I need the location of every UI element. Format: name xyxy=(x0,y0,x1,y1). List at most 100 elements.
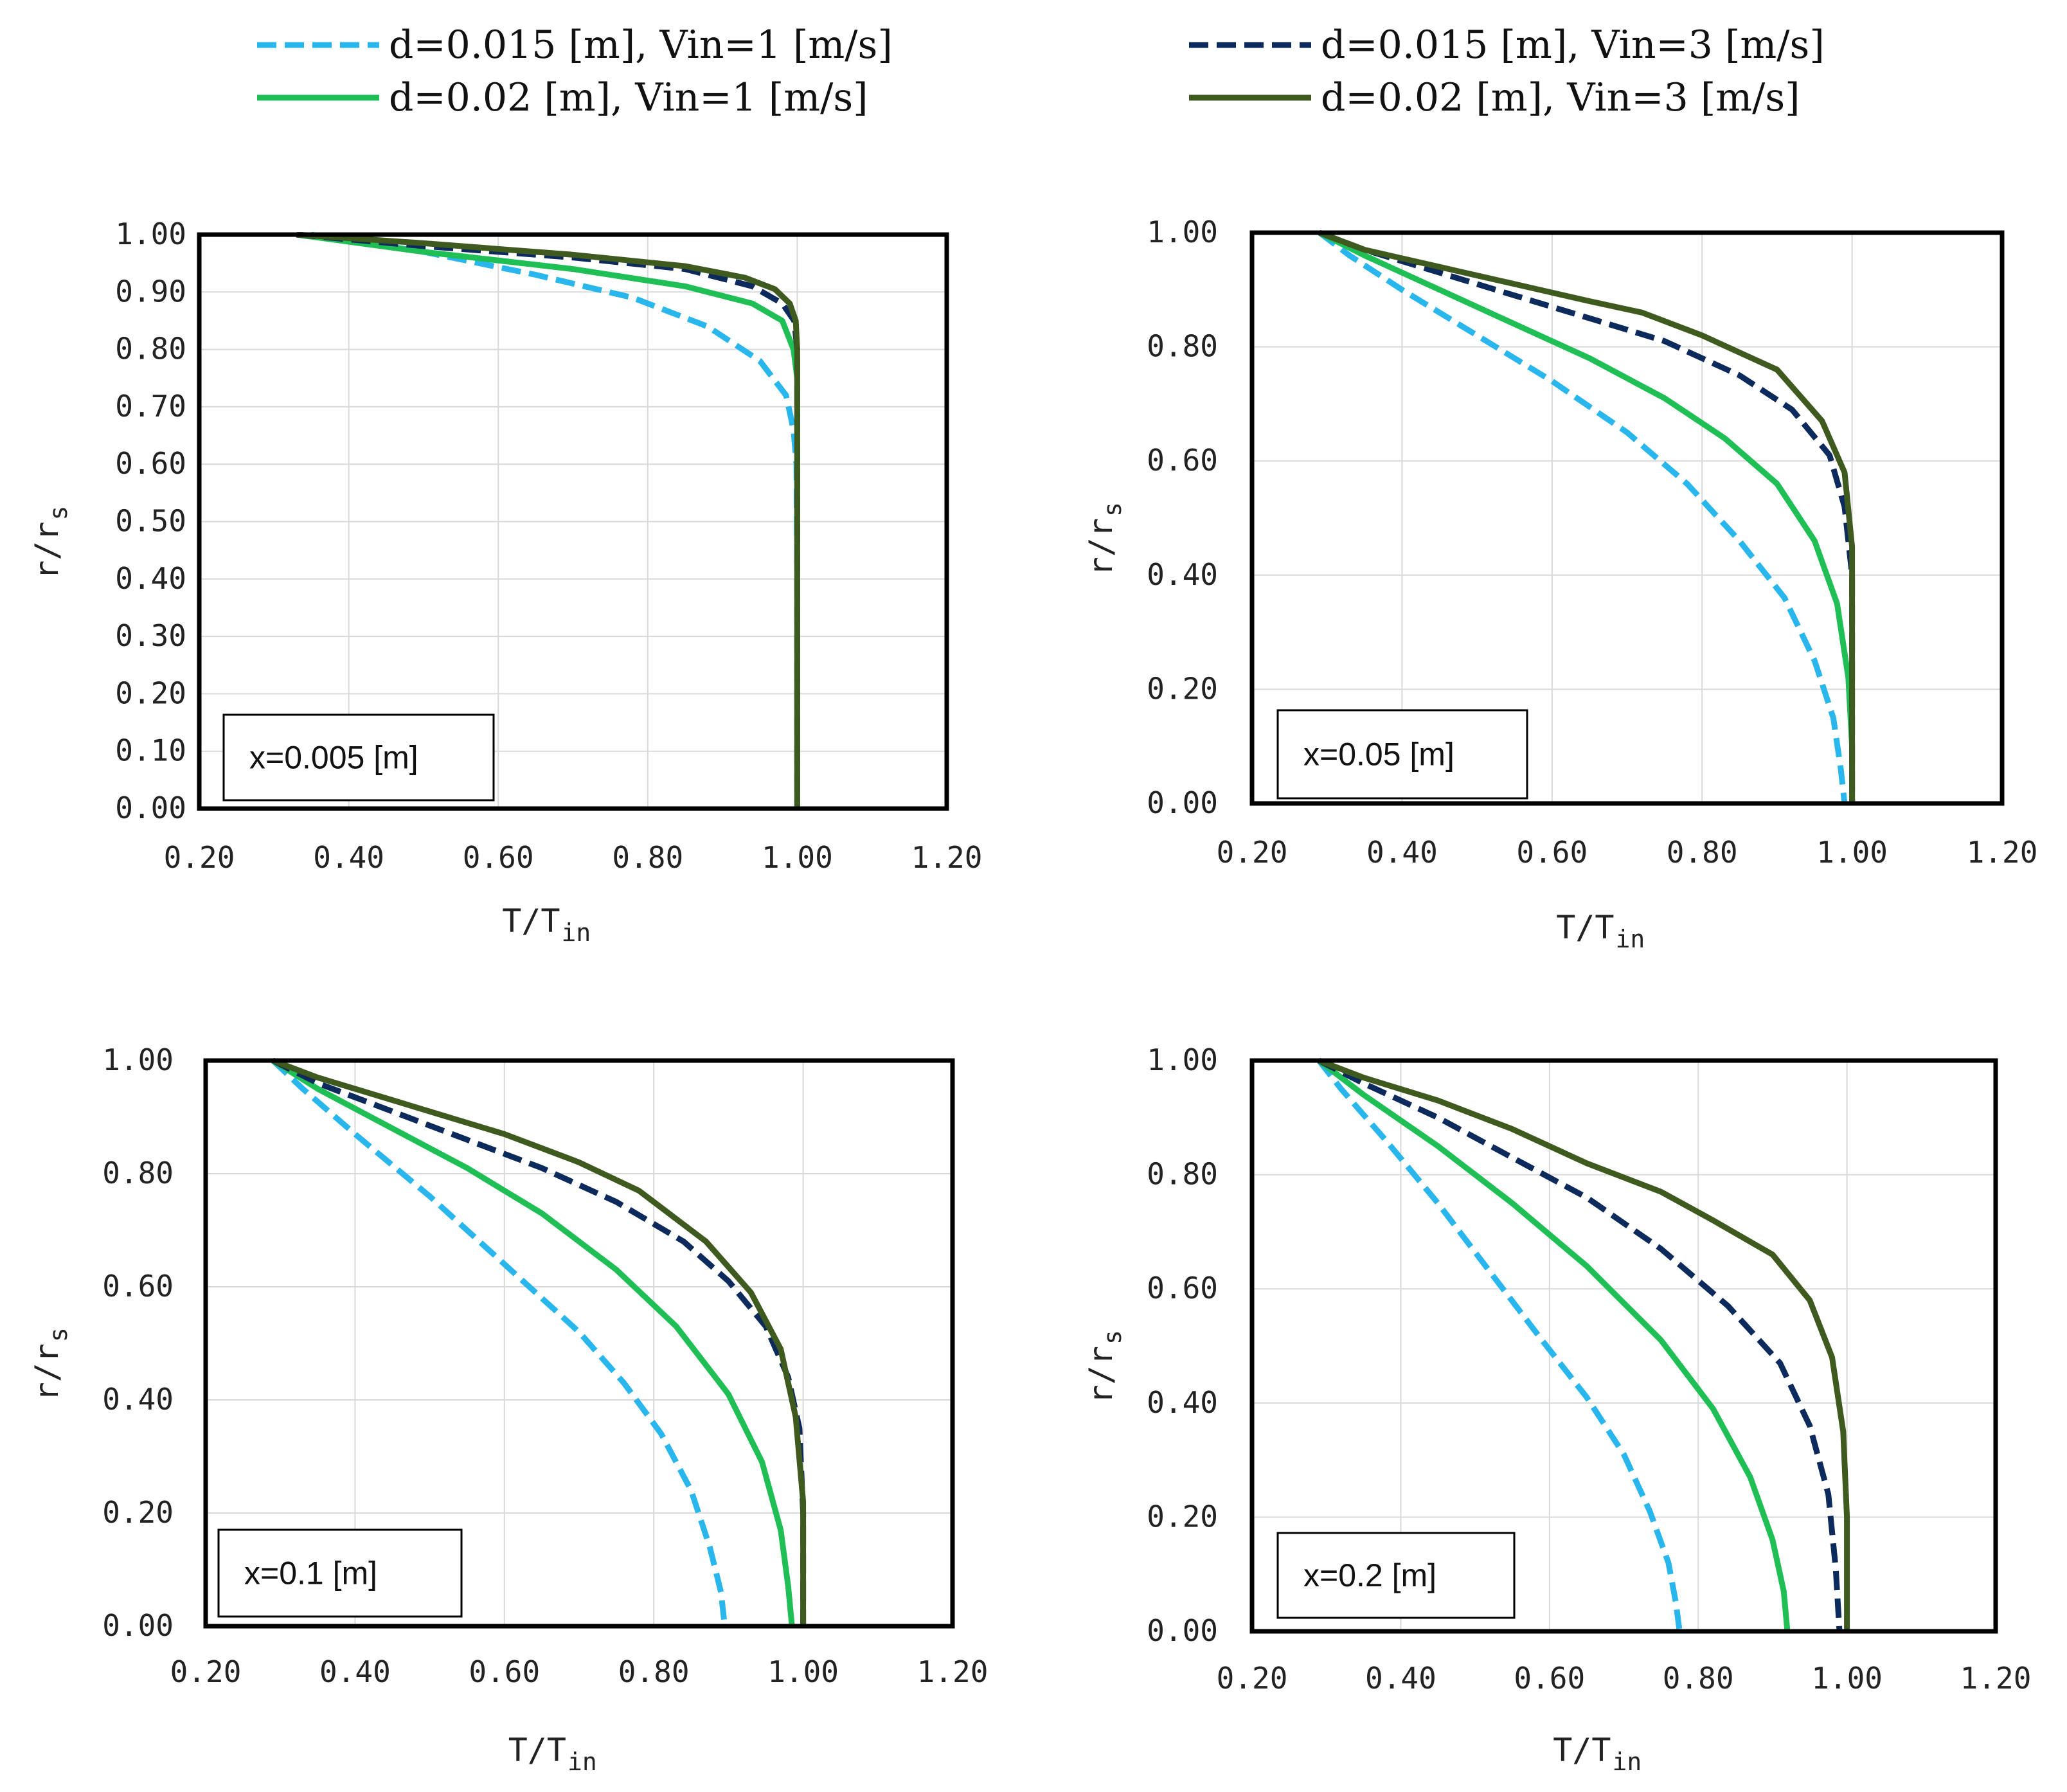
x-tick-label: 1.20 xyxy=(1967,835,2038,870)
y-tick-label: 1.00 xyxy=(1147,1043,1218,1077)
y-tick-label: 0.10 xyxy=(115,733,186,768)
y-tick-label: 0.00 xyxy=(1147,1613,1218,1648)
annotation-box xyxy=(1276,1532,1516,1619)
legend-item: d=0.015 [m], Vin=1 [m/s] xyxy=(257,22,893,67)
x-tick-label: 1.20 xyxy=(911,840,983,875)
legend-label: d=0.015 [m], Vin=3 [m/s] xyxy=(1321,22,1825,67)
y-tick-label: 0.40 xyxy=(1147,557,1218,592)
x-tick-label: 1.00 xyxy=(1811,1661,1883,1696)
y-tick-label: 0.40 xyxy=(115,561,186,596)
x-tick-label: 0.80 xyxy=(612,840,683,875)
series-group xyxy=(1316,1058,1850,1632)
y-tick-label: 1.00 xyxy=(102,1043,174,1077)
series-line xyxy=(1316,1059,1683,1632)
x-axis-title-subscript: in xyxy=(562,918,591,947)
series-group xyxy=(271,1058,807,1627)
annotation-label: x=0.1 [m] xyxy=(244,1555,377,1591)
y-tick-label: 0.90 xyxy=(115,274,186,309)
series-line xyxy=(271,1058,795,1627)
y-axis-title: r/rs xyxy=(28,506,73,580)
plot-frame xyxy=(1249,1058,1998,1634)
chart-panel-1: 0.20 0.40 0.60 0.80 1.00 1.20 0.00 0.10 0.20 0.30… xyxy=(28,217,982,947)
y-tick-label: 0.30 xyxy=(115,618,186,653)
annotation-label: x=0.05 [m] xyxy=(1303,737,1454,773)
x-axis-title: T/T xyxy=(508,1732,566,1769)
legend: d=0.015 [m], Vin=1 [m/s] d=0.02 [m], Vin=… xyxy=(257,22,1825,120)
x-tick-label: 0.60 xyxy=(463,840,534,875)
annotation-box xyxy=(1276,709,1528,800)
x-tick-label: 1.20 xyxy=(917,1654,989,1689)
y-axis-title-text: r/r xyxy=(28,522,66,580)
charts: 0.20 0.40 0.60 0.80 1.00 1.20 0.00 0.10 0.20 0.30… xyxy=(28,215,2037,1776)
y-tick-label: 0.20 xyxy=(102,1495,174,1530)
y-tick-label: 0.60 xyxy=(102,1269,174,1304)
x-tick-label: 1.20 xyxy=(1960,1661,2032,1696)
series-line xyxy=(1318,230,1856,803)
y-axis-title-text: r/r xyxy=(1082,518,1120,576)
y-tick-label: 0.00 xyxy=(115,791,186,825)
y-tick-label: 0.60 xyxy=(115,446,186,481)
x-tick-label: 0.60 xyxy=(469,1654,540,1689)
series-line xyxy=(1318,1058,1843,1632)
x-tick-label: 0.20 xyxy=(1217,1661,1288,1696)
x-tick-label: 0.60 xyxy=(1514,1661,1585,1696)
y-tick-label: 0.40 xyxy=(1147,1385,1218,1420)
x-tick-label: 0.20 xyxy=(164,840,235,875)
series-line xyxy=(1318,230,1848,804)
plot-frame xyxy=(203,1058,955,1629)
y-axis-title-text: r/r xyxy=(28,1343,66,1401)
y-tick-label: 1.00 xyxy=(115,217,186,251)
y-axis-title-subscript: s xyxy=(44,506,73,521)
series-line xyxy=(1318,230,1856,803)
y-axis-title-subscript: s xyxy=(1098,1330,1127,1345)
series-line xyxy=(271,1058,728,1627)
y-tick-label: 0.20 xyxy=(1147,671,1218,706)
x-axis-title: T/T xyxy=(502,902,560,940)
y-axis-title: r/rs xyxy=(28,1327,73,1401)
legend-item: d=0.02 [m], Vin=3 [m/s] xyxy=(1189,75,1800,120)
plot-frame xyxy=(1249,230,2005,806)
x-tick-label: 0.20 xyxy=(1217,835,1288,870)
y-tick-label: 0.00 xyxy=(1147,785,1218,820)
y-tick-label: 0.60 xyxy=(1147,443,1218,478)
x-tick-label: 0.40 xyxy=(319,1654,391,1689)
chart-panel-2: 0.20 0.40 0.60 0.80 1.00 1.20 0.00 0.20 0.40 0.60… xyxy=(1082,215,2037,953)
plot-frame xyxy=(197,232,949,811)
x-tick-label: 0.20 xyxy=(170,1654,242,1689)
y-axis-title-text: r/r xyxy=(1082,1346,1120,1404)
x-axis-title-subscript: in xyxy=(1613,1748,1642,1776)
y-tick-label: 0.00 xyxy=(102,1608,174,1643)
x-tick-label: 1.00 xyxy=(762,840,833,875)
y-axis-title-subscript: s xyxy=(1098,502,1127,517)
legend-label: d=0.02 [m], Vin=1 [m/s] xyxy=(389,75,868,120)
x-tick-label: 1.00 xyxy=(767,1654,839,1689)
series-line xyxy=(1318,1058,1850,1631)
y-tick-label: 0.60 xyxy=(1147,1271,1218,1305)
legend-label: d=0.015 [m], Vin=1 [m/s] xyxy=(389,22,893,67)
annotation-label: x=0.005 [m] xyxy=(249,740,418,776)
y-tick-label: 0.70 xyxy=(115,389,186,424)
x-tick-label: 1.00 xyxy=(1816,835,1888,870)
x-axis-title-subscript: in xyxy=(1616,925,1645,953)
x-tick-label: 0.80 xyxy=(1667,835,1738,870)
y-tick-label: 0.80 xyxy=(102,1156,174,1190)
legend-label: d=0.02 [m], Vin=3 [m/s] xyxy=(1321,75,1800,120)
annotation-box xyxy=(222,713,495,802)
x-tick-label: 0.40 xyxy=(1365,1661,1436,1696)
y-tick-label: 0.80 xyxy=(1147,1157,1218,1192)
legend-item: d=0.02 [m], Vin=1 [m/s] xyxy=(257,75,868,120)
y-tick-label: 0.20 xyxy=(115,676,186,710)
series-line xyxy=(296,232,800,809)
series-group xyxy=(1318,230,1856,804)
series-group xyxy=(296,232,800,809)
series-line xyxy=(1318,230,1856,803)
x-tick-label: 0.40 xyxy=(1366,835,1438,870)
x-tick-label: 0.80 xyxy=(618,1654,690,1689)
x-tick-label: 0.40 xyxy=(313,840,384,875)
series-line xyxy=(1317,1058,1791,1632)
y-axis-title-subscript: s xyxy=(44,1327,73,1342)
y-axis-title: r/rs xyxy=(1082,502,1127,576)
y-tick-label: 0.40 xyxy=(102,1382,174,1417)
chart-panel-4: 0.20 0.40 0.60 0.80 1.00 1.20 0.00 0.20 0.40 0.60… xyxy=(1082,1043,2031,1776)
